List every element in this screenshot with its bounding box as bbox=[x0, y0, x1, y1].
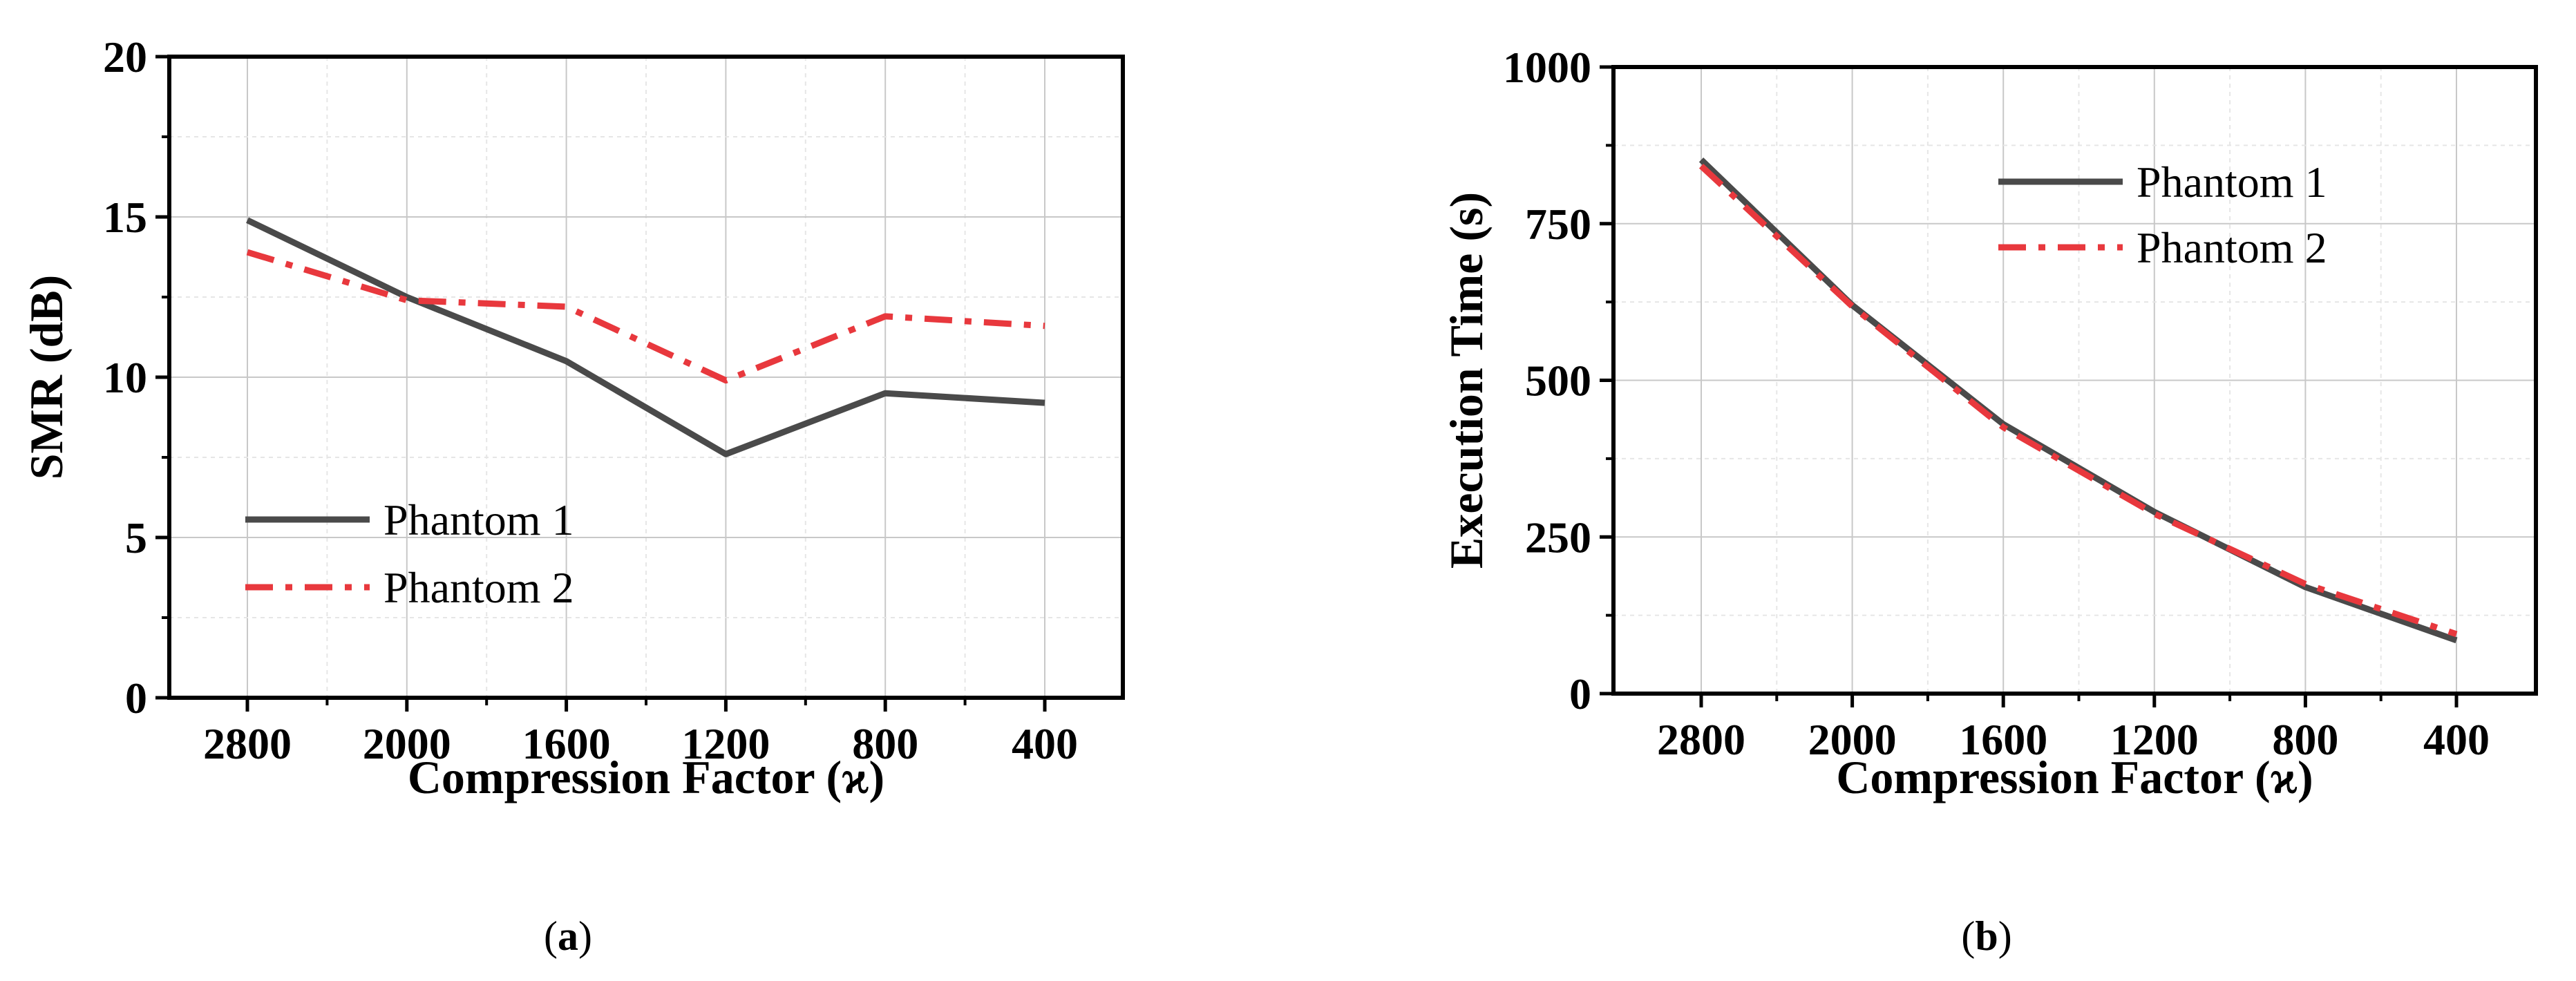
x-tick-label: 1200 bbox=[2110, 715, 2199, 764]
x-tick-label: 400 bbox=[1012, 719, 1078, 768]
y-tick-label: 5 bbox=[125, 513, 147, 562]
x-tick-label: 2800 bbox=[1657, 715, 1745, 764]
x-tick-label: 800 bbox=[2272, 715, 2338, 764]
series-line-1 bbox=[246, 217, 1045, 457]
legend-label-2: Phantom 2 bbox=[2137, 223, 2327, 272]
y-tick-label: 20 bbox=[103, 32, 147, 82]
x-axis-title: Compression Factor (ϰ) bbox=[408, 751, 884, 803]
x-tick-label: 1600 bbox=[522, 719, 611, 768]
x-axis-title: Compression Factor (ϰ) bbox=[1836, 751, 2313, 803]
y-tick-label: 0 bbox=[125, 674, 147, 723]
y-tick-label: 1000 bbox=[1503, 43, 1591, 92]
x-tick-label: 1200 bbox=[681, 719, 770, 768]
legend-label-2: Phantom 2 bbox=[383, 563, 574, 612]
y-tick-label: 500 bbox=[1525, 356, 1591, 406]
grid bbox=[169, 56, 1123, 698]
panel-label-b: (b) bbox=[1961, 913, 2011, 959]
y-axis-title: SMR (dB) bbox=[20, 275, 73, 480]
x-tick-label: 1600 bbox=[1959, 715, 2047, 764]
x-tick-label: 2000 bbox=[363, 719, 451, 768]
y-tick-label: 250 bbox=[1525, 513, 1591, 562]
series-line-2 bbox=[1698, 164, 2458, 638]
legend-label-1: Phantom 1 bbox=[2137, 158, 2327, 207]
chart-panel-a: 2800 2000 1600 1200 800 400 0 5 10 15 20 Compressio… bbox=[20, 32, 1125, 803]
x-tick-label: 2800 bbox=[203, 719, 292, 768]
y-tick-label: 15 bbox=[103, 193, 147, 242]
y-tick-label: 10 bbox=[103, 353, 147, 402]
x-tick-label: 2000 bbox=[1808, 715, 1897, 764]
panel-label-a: (a) bbox=[544, 913, 592, 959]
y-axis-title: Execution Time (s) bbox=[1440, 192, 1493, 569]
y-tick-label: 750 bbox=[1525, 200, 1591, 249]
x-tick-label: 400 bbox=[2423, 715, 2490, 764]
grid bbox=[1613, 66, 2536, 694]
legend: Phantom 1 Phantom 2 bbox=[245, 495, 574, 612]
legend-label-1: Phantom 1 bbox=[383, 495, 574, 544]
x-tick-label: 800 bbox=[852, 719, 918, 768]
chart-panel-b: 2800 2000 1600 1200 800 400 0 250 500 750 1000 Comp… bbox=[1440, 43, 2538, 803]
legend: Phantom 1 Phantom 2 bbox=[1998, 158, 2327, 272]
y-tick-label: 0 bbox=[1569, 669, 1591, 718]
series-line-2 bbox=[246, 249, 1045, 384]
